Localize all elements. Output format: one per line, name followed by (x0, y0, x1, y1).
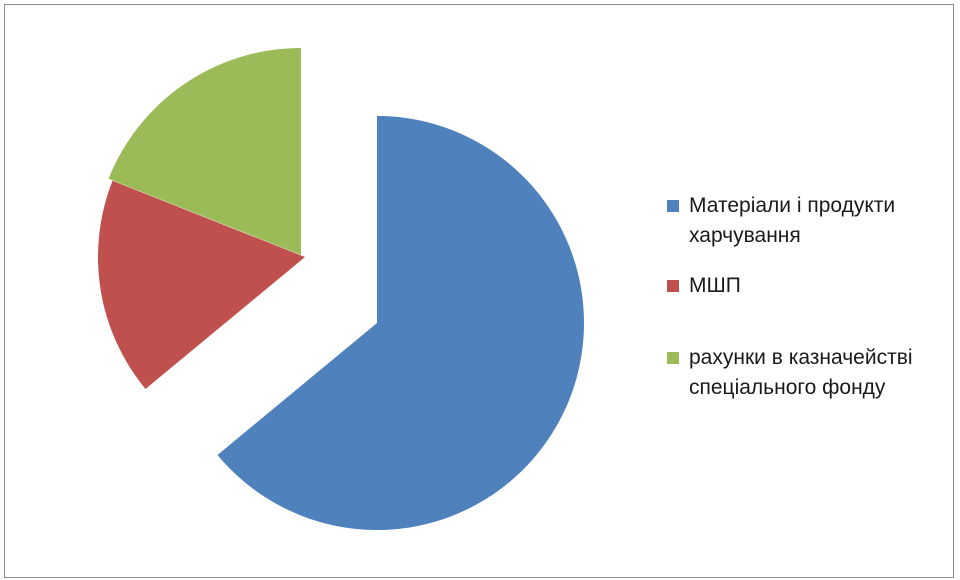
legend-item-mshp: МШП (667, 271, 947, 301)
legend-item-materials: Матеріали і продукти харчування (667, 191, 947, 251)
pie-slice-mshp (98, 180, 305, 389)
legend-label-mshp: МШП (689, 274, 741, 297)
legend-swatch-materials (667, 200, 679, 212)
legend-label-treasury: рахунки в казначействі спеціального фонд… (689, 346, 913, 399)
legend-swatch-treasury (667, 352, 679, 364)
legend-label-materials: Матеріали і продукти харчування (689, 194, 896, 247)
pie-slice-treasury (108, 48, 301, 255)
legend: Матеріали і продукти харчування МШП раху… (667, 191, 947, 403)
pie-chart (98, 48, 584, 530)
chart-area: Матеріали і продукти харчування МШП раху… (4, 4, 954, 578)
legend-item-treasury: рахунки в казначействі спеціального фонд… (667, 343, 947, 403)
legend-swatch-mshp (667, 280, 679, 292)
pie-slice-materials (217, 116, 584, 530)
